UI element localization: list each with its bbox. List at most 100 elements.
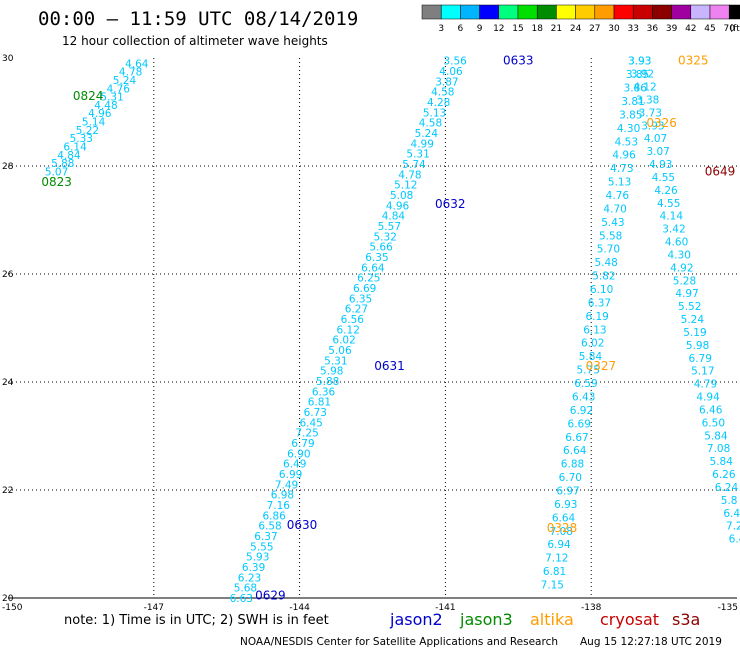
colorbar-swatch	[517, 4, 538, 20]
chart-axes: -150 -147 -144 -141 -138 -135 20 22 24 26 28 30	[2, 54, 738, 613]
swh-value-label: 6.50	[702, 417, 725, 429]
swh-value-label: 7.15	[541, 580, 564, 592]
chart-subtitle: 12 hour collection of altimeter wave hei…	[62, 34, 328, 48]
swh-value-label: 5.55	[250, 541, 273, 553]
swh-value-label: 3.85	[626, 69, 649, 81]
colorbar-swatch	[613, 4, 634, 20]
swh-value-label: 6.43	[572, 391, 595, 403]
swh-value-label: 6.79	[291, 438, 314, 450]
swh-value-label: 3.87	[435, 76, 458, 88]
colorbar-label: 9	[477, 24, 483, 34]
colorbar-label: 24	[570, 24, 582, 34]
legend-altika: altika	[530, 610, 574, 629]
swh-value-label: 4.28	[427, 97, 450, 109]
swh-value-label: 6.81	[543, 566, 566, 578]
track-altika-0326-0328: 7.156.817.126.947.086.646.936.976.706.88…	[541, 56, 652, 592]
x-tick-label: -135	[718, 603, 738, 613]
swh-value-label: 5.28	[673, 275, 696, 287]
swh-value-label: 5.70	[597, 244, 620, 256]
colorbar-label: 6	[458, 24, 464, 34]
swh-value-label: 4.76	[107, 83, 131, 95]
swh-value-label: 6.27	[345, 304, 368, 316]
swh-value-label: 6.37	[588, 297, 611, 309]
swh-value-label: 6.24	[715, 482, 739, 494]
swh-value-label: 6.64	[361, 262, 385, 274]
colorbar-label: 45	[704, 24, 715, 34]
colorbar-label: 30	[608, 24, 620, 34]
swh-value-label: 4.76	[606, 190, 630, 202]
y-tick-label: 20	[2, 594, 14, 604]
swh-value-label: 5.84	[710, 456, 734, 468]
swh-value-label: 4.26	[654, 185, 678, 197]
track-jason2-0629-0633: 6.635.686.236.395.935.556.376.586.867.16…	[230, 56, 468, 605]
swh-value-label: 5.98	[686, 340, 709, 352]
swh-value-label: 6.69	[353, 283, 376, 295]
colorbar-swatch	[460, 4, 480, 20]
colorbar-label: 36	[647, 24, 659, 34]
swh-value-label: 3.85	[619, 109, 642, 121]
swh-value-label: 3.07	[646, 146, 669, 158]
swh-value-label: 4.84	[57, 150, 81, 162]
swh-value-label: 6.10	[590, 284, 613, 296]
x-tick-label: -141	[435, 603, 455, 613]
swh-value-label: 6.49	[283, 459, 306, 471]
swh-value-label: 6.26	[712, 469, 736, 481]
swh-value-label: 4.58	[419, 118, 442, 130]
swh-value-label: 6.19	[585, 311, 608, 323]
swh-value-label: 5.24	[113, 75, 137, 87]
swh-value-label: 5.52	[678, 301, 701, 313]
swh-value-label: 4.96	[612, 150, 636, 162]
colorbar-label: 39	[666, 24, 678, 34]
y-tick-label: 28	[2, 162, 14, 172]
swh-value-label: 4.79	[694, 379, 717, 391]
colorbar-swatch	[479, 4, 500, 20]
swh-value-label: 6.69	[568, 418, 591, 430]
swh-value-label: 6.02	[332, 335, 355, 347]
swh-value-label: 3.38	[636, 94, 659, 106]
swh-value-label: 7.49	[275, 479, 298, 491]
legend-jason2: jason2	[389, 610, 443, 629]
swh-value-label: 5.57	[378, 221, 401, 233]
swh-value-label: 6.23	[238, 572, 261, 584]
swh-value-label: 4.55	[652, 172, 675, 184]
colorbar-label: 33	[627, 24, 638, 34]
swh-value-label: 3.92	[631, 69, 654, 81]
colorbar-swatch	[671, 4, 692, 20]
altimeter-tracks: 5.075.884.846.145.335.225.144.964.485.31…	[45, 56, 740, 605]
swh-value-label: 5.24	[415, 128, 439, 140]
pass-labels: 0824 0823 0633 0632 0631 0630 0629 0325 0326 0649…	[41, 54, 740, 603]
timestamp-text: Aug 15 12:27:18 UTC 2019	[580, 636, 722, 648]
swh-value-label: 4.93	[649, 159, 672, 171]
credit-text: NOAA/NESDIS Center for Satellite Applica…	[240, 636, 558, 648]
swh-value-label: 5.98	[320, 366, 343, 378]
legend-jason3: jason3	[459, 610, 513, 629]
colorbar-swatch	[594, 4, 615, 20]
swh-value-label: 5.06	[328, 345, 352, 357]
swh-value-label: 5.93	[246, 552, 269, 564]
swh-value-label: 5.12	[394, 180, 417, 192]
colorbar-swatch	[632, 4, 653, 20]
swh-value-label: 5.75	[577, 365, 600, 377]
swh-value-label: 6.56	[341, 314, 365, 326]
swh-value-label: 4.07	[644, 133, 667, 145]
y-tick-label: 24	[2, 378, 14, 388]
swh-value-label: 4.06	[439, 66, 463, 78]
legend-s3a: s3a	[672, 610, 700, 629]
swh-value-label: 3.93	[628, 56, 651, 68]
colorbar-label: 42	[685, 24, 696, 34]
swh-value-label: 4.96	[386, 200, 410, 212]
swh-value-label: 5.88	[51, 158, 74, 170]
pass-label: 0824	[73, 89, 104, 103]
colorbar-swatch	[498, 4, 519, 20]
swh-value-label: 5.13	[423, 107, 446, 119]
swh-value-label: 5.33	[70, 133, 93, 145]
x-tick-label: -150	[2, 603, 23, 613]
colorbar-label: 3	[438, 24, 444, 34]
swh-value-label: 6.97	[556, 485, 579, 497]
swh-value-label: 4.73	[610, 163, 633, 175]
swh-value-label: 6.86	[262, 510, 286, 522]
swh-value-label: 6.02	[581, 338, 604, 350]
colorbar-unit: (ft)	[730, 24, 740, 34]
swh-value-label: 5.48	[594, 257, 617, 269]
y-tick-label: 22	[2, 486, 13, 496]
